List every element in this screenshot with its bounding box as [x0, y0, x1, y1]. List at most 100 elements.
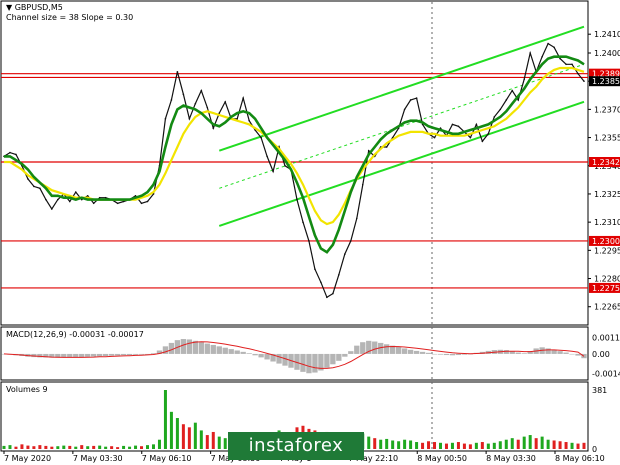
price-point	[355, 217, 358, 220]
price-point	[559, 57, 561, 60]
price-point	[577, 72, 579, 75]
volume-bar	[223, 438, 227, 449]
macd-histogram-bar	[270, 353, 276, 362]
volume-bar	[433, 442, 437, 449]
macd-histogram-bar	[372, 341, 378, 354]
volume-bar	[498, 441, 502, 449]
volume-bar	[187, 427, 191, 449]
price-point	[242, 97, 244, 99]
macd-histogram-bar	[563, 352, 569, 354]
macd-histogram-bar	[330, 353, 336, 365]
macd-histogram-bar	[312, 353, 318, 373]
volume-bar	[205, 435, 209, 449]
macd-histogram-bar	[120, 353, 127, 356]
macd-histogram-bar	[449, 353, 456, 356]
volume-bar	[217, 436, 221, 449]
volume-bar	[86, 446, 90, 449]
volume-bar	[528, 435, 532, 449]
price-label-text: 1.2389	[592, 70, 620, 79]
volume-bar	[468, 444, 472, 449]
channel-upper-line	[218, 25, 585, 152]
price-point	[9, 151, 11, 154]
price-point	[338, 273, 340, 276]
macd-histogram-bar	[413, 350, 420, 354]
macd-histogram-bar	[126, 353, 133, 356]
price-point	[182, 93, 185, 96]
volume-tick-label: 0	[592, 445, 597, 454]
macd-histogram-bar	[569, 353, 575, 355]
price-point	[188, 117, 191, 120]
volume-bar	[534, 438, 538, 449]
macd-histogram-bar	[150, 353, 157, 354]
price-point	[206, 106, 209, 109]
price-point	[98, 196, 101, 199]
price-tick-label: 1.2295	[594, 246, 620, 255]
symbol-header: ▼ GBPUSD,M5	[6, 3, 63, 12]
price-point	[344, 253, 346, 255]
price-point	[86, 195, 89, 197]
macd-histogram-bar	[348, 351, 354, 354]
macd-histogram-bar	[354, 345, 360, 354]
price-point	[523, 78, 526, 81]
time-tick-label: 7 May 22:10	[348, 454, 398, 463]
price-point	[451, 123, 454, 126]
volume-bar	[80, 445, 84, 449]
price-point	[33, 185, 35, 188]
price-point	[92, 202, 95, 205]
volume-bar	[486, 443, 490, 449]
volume-bar	[140, 446, 144, 449]
price-point	[553, 46, 555, 49]
volume-bar	[193, 422, 197, 449]
volume-bar	[62, 445, 66, 449]
volume-bar	[2, 445, 6, 449]
volume-bar	[379, 439, 383, 449]
macd-histogram-bar	[79, 353, 85, 358]
price-point	[308, 240, 310, 242]
price-point	[51, 208, 53, 210]
price-point	[332, 292, 334, 295]
price-point	[39, 187, 41, 190]
macd-histogram-bar	[162, 346, 169, 354]
price-label-box	[589, 68, 620, 79]
price-point	[74, 191, 77, 193]
macd-histogram-bar	[180, 339, 187, 354]
volume-bar	[8, 445, 12, 449]
price-point	[367, 149, 370, 152]
macd-histogram-bar	[545, 348, 551, 354]
macd-histogram-bar	[461, 353, 468, 355]
volume-bar	[199, 430, 203, 449]
volume-bar	[444, 443, 448, 449]
price-point	[409, 99, 412, 101]
macd-histogram-bar	[419, 351, 426, 354]
macd-histogram-bar	[43, 353, 49, 358]
collapse-triangle-icon[interactable]: ▼	[6, 3, 15, 12]
price-point	[547, 42, 549, 45]
volume-bar	[438, 442, 442, 449]
price-point	[403, 108, 406, 111]
price-point	[350, 240, 352, 242]
price-panel	[0, 0, 589, 326]
price-point	[415, 97, 418, 99]
price-point	[529, 52, 531, 54]
price-point	[565, 63, 567, 66]
volume-bar	[522, 436, 526, 449]
macd-label: MACD(12,26,9) -0.00031 -0.00017	[6, 330, 144, 339]
volume-bar	[122, 445, 126, 449]
macd-histogram-bar	[384, 344, 390, 354]
price-tick-label: 1.2280	[594, 275, 620, 284]
volume-bar	[462, 443, 466, 449]
macd-histogram-bar	[210, 344, 216, 354]
price-point	[517, 99, 520, 101]
macd-histogram-bar	[401, 348, 408, 354]
macd-histogram-bar	[67, 353, 73, 358]
macd-histogram-bar	[55, 353, 61, 358]
macd-histogram-bar	[91, 353, 97, 357]
volume-bar	[582, 442, 586, 449]
volume-bar	[403, 439, 407, 449]
price-point	[266, 155, 268, 158]
macd-histogram-bar	[282, 353, 288, 366]
price-point	[164, 117, 167, 120]
macd-histogram-bar	[228, 349, 234, 354]
macd-panel	[0, 326, 589, 381]
